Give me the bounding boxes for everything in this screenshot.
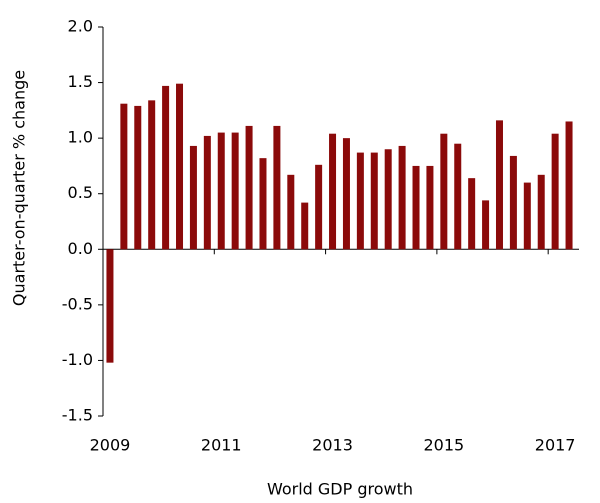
y-tick-label: 1.5: [68, 72, 93, 91]
bar: [148, 100, 156, 250]
bar: [189, 145, 197, 250]
y-tick-label: -0.5: [62, 294, 93, 313]
x-axis-label: World GDP growth: [267, 480, 413, 499]
bar: [120, 103, 128, 250]
x-tick-label: 2011: [201, 436, 242, 455]
bar: [259, 158, 267, 250]
bar: [495, 120, 503, 250]
y-tick-label: -1.5: [62, 406, 93, 425]
x-tick-label: 2015: [423, 436, 464, 455]
bar: [106, 249, 114, 363]
bar: [384, 149, 392, 250]
bar: [162, 85, 170, 250]
bar: [203, 135, 211, 250]
bar: [537, 174, 545, 250]
bar: [176, 83, 184, 250]
bar: [412, 165, 420, 250]
bar: [287, 174, 295, 250]
bar: [426, 165, 434, 250]
y-tick-label: 2.0: [68, 17, 93, 36]
bar: [329, 133, 337, 250]
bar: [468, 178, 476, 250]
x-tick-label: 2009: [90, 436, 131, 455]
x-tick-label: 2017: [535, 436, 576, 455]
bar: [370, 152, 378, 250]
y-tick-label: 0.5: [68, 183, 93, 202]
bar: [440, 133, 448, 250]
bar: [509, 155, 517, 250]
bar: [273, 125, 281, 250]
bar: [134, 105, 142, 250]
bar: [356, 152, 364, 250]
bar: [482, 200, 490, 250]
y-axis-label: Quarter-on-quarter % change: [10, 70, 29, 306]
bar: [454, 143, 462, 250]
y-tick-label: 0.0: [68, 239, 93, 258]
bar: [398, 145, 406, 250]
bar: [231, 132, 239, 250]
bar: [245, 125, 253, 250]
x-tick-label: 2013: [312, 436, 353, 455]
bar: [301, 202, 309, 250]
bar: [342, 138, 350, 250]
bar: [551, 133, 559, 250]
bar: [565, 121, 573, 250]
bar: [523, 182, 531, 250]
bar: [217, 132, 225, 250]
y-tick-label: -1.0: [62, 350, 93, 369]
bar: [315, 164, 323, 250]
y-tick-label: 1.0: [68, 128, 93, 147]
